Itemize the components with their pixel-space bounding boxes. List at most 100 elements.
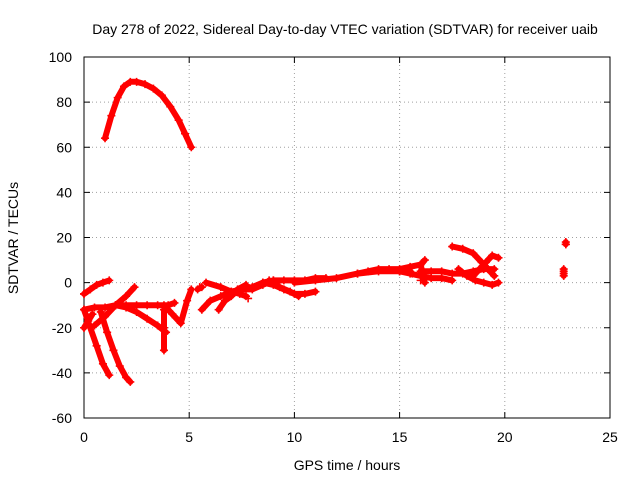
data-point	[494, 278, 503, 287]
data-point	[111, 301, 120, 310]
isolated-point	[416, 276, 425, 285]
data-point	[275, 283, 284, 292]
x-tick-label: 10	[287, 429, 303, 445]
x-tick-label: 25	[602, 429, 618, 445]
isolated-point	[80, 289, 88, 298]
data-point	[395, 267, 404, 276]
data-point	[132, 77, 141, 86]
data-point	[202, 278, 211, 287]
data-point	[418, 269, 427, 278]
ticks-layer: 0 5 10 15 20 25 -60 -40 -20 0 20 40 60 80 100	[49, 49, 618, 445]
data-point	[311, 287, 320, 296]
data-point	[166, 102, 175, 111]
data-point	[176, 319, 185, 328]
data-point	[103, 328, 112, 337]
data-point	[490, 271, 499, 280]
data-point	[488, 251, 497, 260]
y-tick-label: 0	[64, 275, 72, 291]
data-point	[109, 346, 118, 355]
x-tick-label: 0	[80, 429, 88, 445]
data-point	[427, 274, 436, 283]
data-point	[90, 321, 99, 330]
data-point	[469, 249, 478, 258]
data-point	[159, 301, 168, 310]
data-point	[92, 280, 101, 289]
data-point	[448, 269, 457, 278]
y-tick-label: 100	[49, 49, 73, 65]
isolated-point	[195, 283, 204, 292]
data-point	[374, 265, 383, 274]
data-point	[420, 256, 429, 265]
grid-layer	[84, 57, 610, 418]
isolated-point	[80, 323, 88, 332]
data-point	[187, 143, 196, 152]
data-point	[206, 296, 215, 305]
data-point	[132, 307, 141, 316]
data-point	[353, 269, 362, 278]
data-point	[364, 267, 373, 276]
data-point	[126, 377, 135, 386]
isolated-point	[561, 240, 570, 249]
data-point	[406, 262, 415, 271]
data-point	[101, 134, 110, 143]
data-point	[143, 301, 152, 310]
data-point	[448, 242, 457, 251]
y-tick-label: 20	[56, 230, 72, 246]
data-point	[437, 267, 446, 276]
data-point	[88, 310, 97, 319]
data-point	[143, 314, 152, 323]
data-point	[227, 292, 236, 301]
data-point	[98, 359, 107, 368]
series-arc-4-rise	[161, 286, 195, 327]
data-point	[385, 265, 394, 274]
data-point	[132, 301, 141, 310]
data-point	[180, 129, 189, 138]
data-point	[248, 283, 257, 292]
data-point	[183, 296, 192, 305]
x-tick-label: 15	[392, 429, 408, 445]
data-point	[122, 303, 131, 312]
data-point	[84, 316, 93, 325]
data-point	[279, 276, 288, 285]
data-point	[494, 253, 503, 262]
data-point	[141, 80, 150, 89]
x-tick-label: 5	[185, 429, 193, 445]
data-point	[300, 289, 309, 298]
y-tick-label: -60	[52, 410, 72, 426]
data-point	[119, 82, 128, 91]
data-point	[479, 278, 488, 287]
data-point	[174, 116, 183, 125]
data-point	[559, 265, 568, 274]
data-point	[214, 305, 223, 314]
data-point	[220, 296, 229, 305]
data-point	[159, 323, 168, 332]
y-tick-label: -40	[52, 365, 72, 381]
data-point	[488, 280, 497, 289]
data-point	[481, 258, 490, 267]
data-point	[90, 303, 99, 312]
data-point	[454, 265, 463, 274]
data-point	[122, 292, 131, 301]
data-point	[86, 285, 95, 294]
data-point	[168, 310, 177, 319]
data-point	[458, 244, 467, 253]
data-point	[113, 93, 122, 102]
data-point	[427, 267, 436, 276]
data-point	[416, 260, 425, 269]
data-point	[332, 274, 341, 283]
data-point	[101, 303, 110, 312]
isolated-point	[244, 294, 253, 303]
data-point	[105, 371, 114, 380]
y-tick-label: 40	[56, 184, 72, 200]
plot-frame	[83, 56, 611, 419]
series-arc-high	[102, 78, 195, 151]
isolated-point	[408, 269, 417, 278]
data-point	[483, 265, 492, 274]
data-point	[153, 321, 162, 330]
data-point	[216, 283, 225, 292]
series-arc-10-low	[266, 277, 302, 300]
data-point	[294, 292, 303, 301]
data-point	[149, 84, 158, 93]
data-point	[448, 276, 457, 285]
x-tick-label: 20	[497, 429, 513, 445]
